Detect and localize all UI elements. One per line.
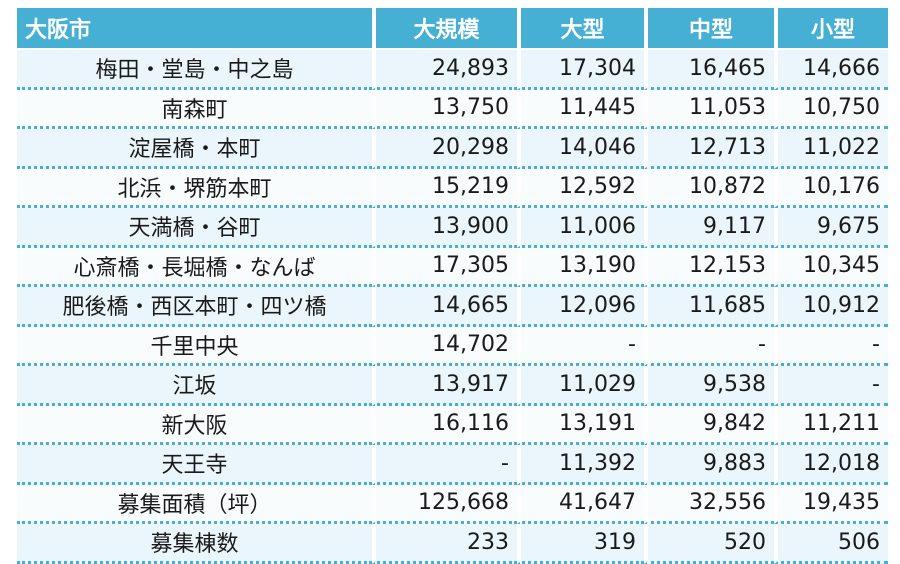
table-row: 江坂 13,917 11,029 9,538- <box>17 366 888 406</box>
table-header: 大阪市 大規模 大型 中型 小型 <box>17 8 888 50</box>
table-cell: 9,675 <box>774 208 888 248</box>
table-cell: 17,304 <box>517 50 644 90</box>
table-cell: 17,305 <box>372 247 517 287</box>
table-cell: 10,345 <box>774 247 888 287</box>
table-cell: - <box>644 326 774 366</box>
table-cell: 11,029 <box>517 366 644 406</box>
table-cell: 19,435 <box>774 484 888 524</box>
table-cell: 319 <box>517 524 644 564</box>
table-cell: 9,117 <box>644 208 774 248</box>
table-cell: 11,445 <box>517 89 644 129</box>
table-row: 募集棟数 233 319 520 506 <box>17 524 888 564</box>
table-cell: 9,538 <box>644 366 774 406</box>
table-cell: 11,053 <box>644 89 774 129</box>
table-cell: - <box>774 366 888 406</box>
table-cell: 14,702 <box>372 326 517 366</box>
table-cell: 16,465 <box>644 50 774 90</box>
table-cell: 10,176 <box>774 168 888 208</box>
table-cell: 11,022 <box>774 129 888 169</box>
table-cell: 20,298 <box>372 129 517 169</box>
table-cell: 10,872 <box>644 168 774 208</box>
table-cell: 10,912 <box>774 287 888 327</box>
table-cell: 32,556 <box>644 484 774 524</box>
header-small: 小型 <box>774 8 888 50</box>
table-cell: 506 <box>774 524 888 564</box>
table-cell: 12,592 <box>517 168 644 208</box>
table-cell: 12,153 <box>644 247 774 287</box>
table-row: 淀屋橋・本町 20,298 14,046 12,713 11,022 <box>17 129 888 169</box>
table-cell: 24,893 <box>372 50 517 90</box>
table-row: 北浜・堺筋本町 15,219 12,592 10,872 10,176 <box>17 168 888 208</box>
row-label: 淀屋橋・本町 <box>17 129 372 169</box>
table-cell: 11,392 <box>517 445 644 485</box>
table-cell: 15,219 <box>372 168 517 208</box>
table-cell: 12,096 <box>517 287 644 327</box>
table-cell: - <box>517 326 644 366</box>
table-cell: 13,750 <box>372 89 517 129</box>
table-cell: 41,647 <box>517 484 644 524</box>
table-cell: 13,900 <box>372 208 517 248</box>
table-row: 肥後橋・西区本町・四ツ橋 14,665 12,096 11,685 10,912 <box>17 287 888 327</box>
table-cell: 13,191 <box>517 405 644 445</box>
rent-table: 大阪市 大規模 大型 中型 小型 梅田・堂島・中之島 24,893 17,304 16… <box>17 8 888 564</box>
table-cell: 14,046 <box>517 129 644 169</box>
row-label: 募集棟数 <box>17 524 372 564</box>
table-row: 心斎橋・長堀橋・なんば 17,305 13,190 12,153 10,345 <box>17 247 888 287</box>
row-label: 天満橋・谷町 <box>17 208 372 248</box>
row-label: 新大阪 <box>17 405 372 445</box>
header-large-scale: 大規模 <box>372 8 517 50</box>
table-cell: 10,750 <box>774 89 888 129</box>
table-cell: 12,018 <box>774 445 888 485</box>
row-label: 天王寺 <box>17 445 372 485</box>
table-row: 募集面積（坪） 125,668 41,647 32,556 19,435 <box>17 484 888 524</box>
table-cell: 13,917 <box>372 366 517 406</box>
table-body: 梅田・堂島・中之島 24,893 17,304 16,465 14,666 南森町 13,7… <box>17 50 888 564</box>
table-cell: 9,842 <box>644 405 774 445</box>
row-label: 肥後橋・西区本町・四ツ橋 <box>17 287 372 327</box>
row-label: 北浜・堺筋本町 <box>17 168 372 208</box>
table-cell: 9,883 <box>644 445 774 485</box>
table-cell: 14,666 <box>774 50 888 90</box>
row-label: 梅田・堂島・中之島 <box>17 50 372 90</box>
table-cell: 11,685 <box>644 287 774 327</box>
table-row: 千里中央 14,702- - - <box>17 326 888 366</box>
row-label: 心斎橋・長堀橋・なんば <box>17 247 372 287</box>
table-cell: 520 <box>644 524 774 564</box>
row-label: 江坂 <box>17 366 372 406</box>
row-label: 募集面積（坪） <box>17 484 372 524</box>
table-row: 梅田・堂島・中之島 24,893 17,304 16,465 14,666 <box>17 50 888 90</box>
table-cell: 12,713 <box>644 129 774 169</box>
header-medium: 中型 <box>644 8 774 50</box>
table-cell: 11,211 <box>774 405 888 445</box>
header-row: 大阪市 大規模 大型 中型 小型 <box>17 8 888 50</box>
row-label: 南森町 <box>17 89 372 129</box>
table-cell: 11,006 <box>517 208 644 248</box>
table-cell: 16,116 <box>372 405 517 445</box>
table-row: 天王寺 -11,392 9,883 12,018 <box>17 445 888 485</box>
table-cell: 13,190 <box>517 247 644 287</box>
table-cell: 125,668 <box>372 484 517 524</box>
table-row: 天満橋・谷町 13,900 11,006 9,117 9,675 <box>17 208 888 248</box>
table-row: 南森町 13,750 11,445 11,053 10,750 <box>17 89 888 129</box>
header-city: 大阪市 <box>17 8 372 50</box>
table-cell: - <box>372 445 517 485</box>
table-row: 新大阪 16,116 13,191 9,842 11,211 <box>17 405 888 445</box>
table-cell: 14,665 <box>372 287 517 327</box>
table-cell: 233 <box>372 524 517 564</box>
table-cell: - <box>774 326 888 366</box>
row-label: 千里中央 <box>17 326 372 366</box>
header-large: 大型 <box>517 8 644 50</box>
